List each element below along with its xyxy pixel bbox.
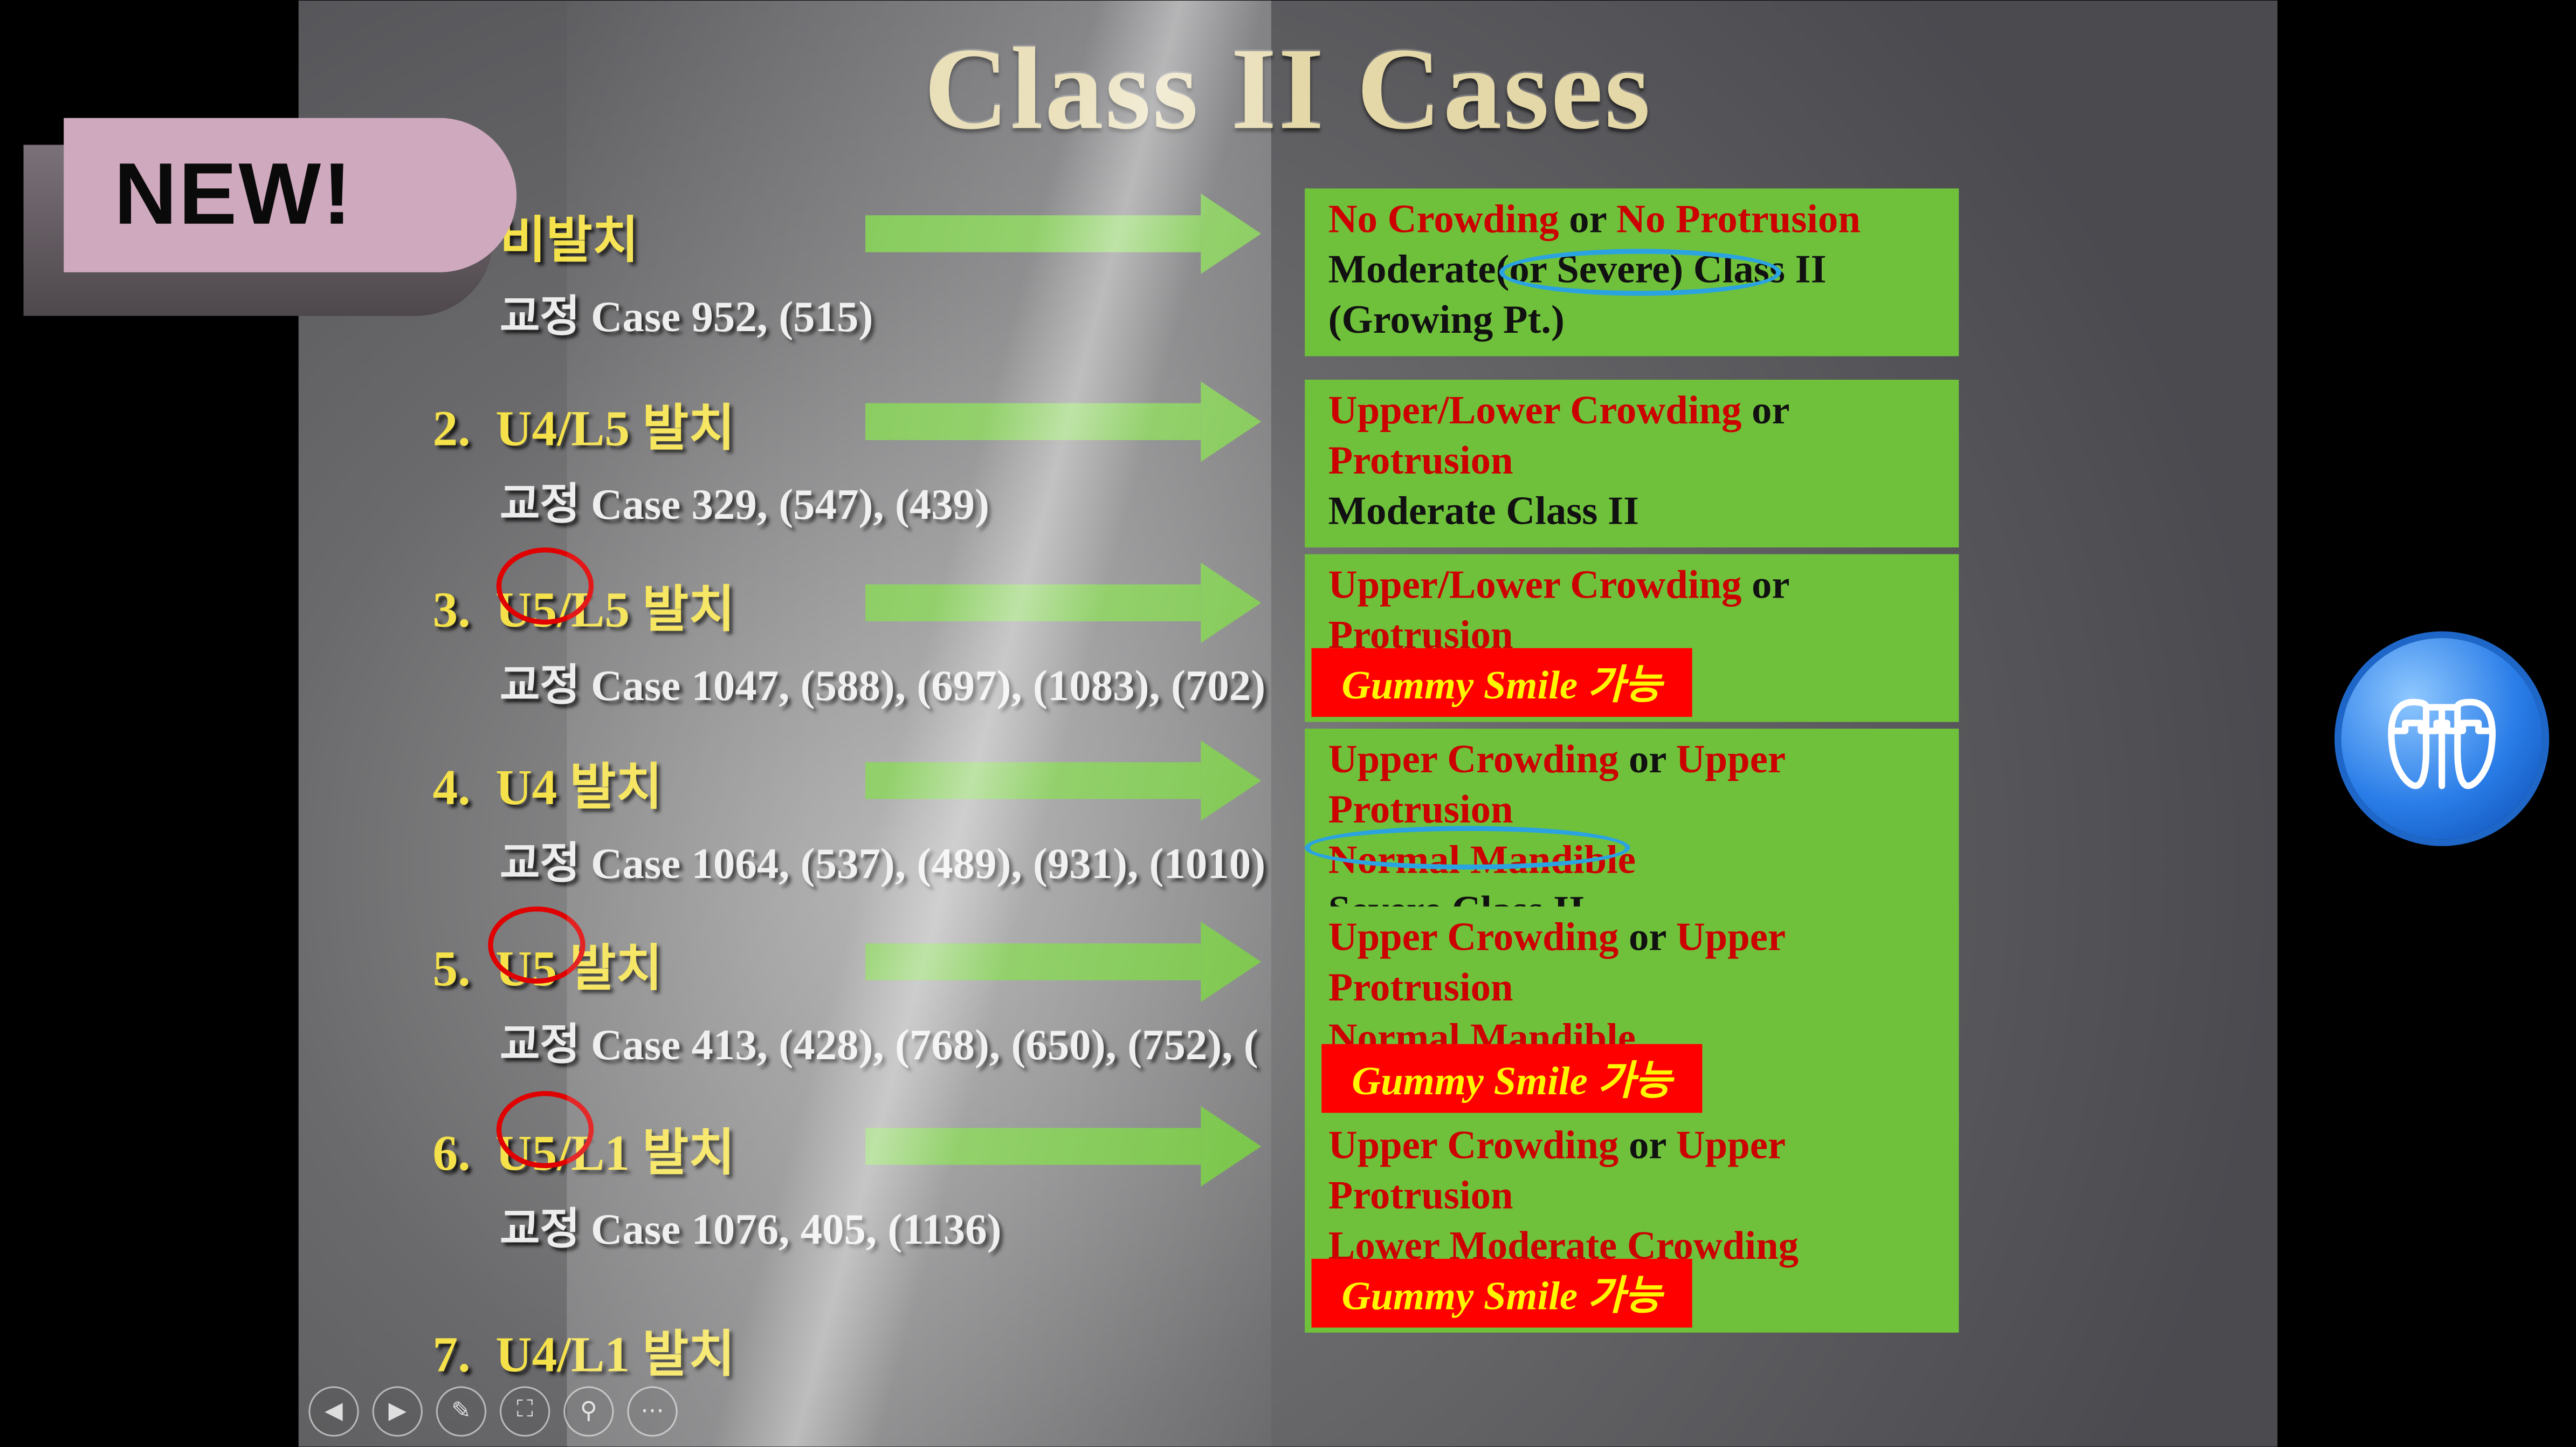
info-text: or bbox=[1559, 198, 1616, 242]
arrow-icon bbox=[865, 574, 1261, 632]
info-line: Upper/Lower Crowding or Protrusion bbox=[1328, 386, 1943, 487]
prev-button[interactable]: ◀ bbox=[308, 1386, 359, 1436]
info-line: (Growing Pt.) bbox=[1328, 296, 1943, 346]
arrow-icon bbox=[865, 1118, 1261, 1175]
info-line: Moderate Class II bbox=[1328, 487, 1943, 537]
info-text: Upper Crowding bbox=[1328, 916, 1619, 960]
arrow-icon bbox=[865, 393, 1261, 450]
info-text: Moderate Class II bbox=[1328, 490, 1639, 534]
info-box: Upper/Lower Crowding or ProtrusionModera… bbox=[1305, 380, 1959, 547]
gummy-label: Gummy Smile 가능 bbox=[1312, 1259, 1692, 1328]
info-line: Normal Mandible bbox=[1328, 836, 1943, 886]
info-line: Moderate(or Severe) Class II bbox=[1328, 245, 1943, 296]
info-line: No Crowding or No Protrusion bbox=[1328, 195, 1943, 245]
info-text: or bbox=[1741, 564, 1789, 608]
arrow-icon bbox=[865, 752, 1261, 809]
info-box: No Crowding or No ProtrusionModerate(or … bbox=[1305, 188, 1959, 356]
info-text: Upper Crowding bbox=[1328, 738, 1619, 782]
info-text: Upper/Lower Crowding bbox=[1328, 389, 1742, 433]
more-button[interactable]: ⋯ bbox=[627, 1386, 677, 1436]
info-text: or bbox=[1741, 389, 1789, 433]
info-text: or bbox=[1618, 738, 1676, 782]
new-badge: NEW! bbox=[10, 118, 513, 299]
info-text: Upper/Lower Crowding bbox=[1328, 564, 1742, 608]
slide-title: Class II Cases bbox=[299, 24, 2278, 158]
info-text: Upper Crowding bbox=[1328, 1124, 1619, 1168]
view-button[interactable]: ⛶ bbox=[500, 1386, 550, 1436]
info-line: Upper Crowding or Upper Protrusion bbox=[1328, 1121, 1943, 1222]
slide: Class II Cases 비발치교정 Case 952, (515)2. U… bbox=[299, 1, 2278, 1446]
info-text: or bbox=[1618, 916, 1676, 960]
info-text: Normal Mandible bbox=[1328, 839, 1636, 883]
info-text: Protrusion bbox=[1328, 440, 1513, 484]
slideshow-controls: ◀ ▶ ✎ ⛶ ⚲ ⋯ bbox=[308, 1386, 677, 1436]
pen-button[interactable]: ✎ bbox=[436, 1386, 486, 1436]
arrow-icon bbox=[865, 933, 1261, 990]
zoom-button[interactable]: ⚲ bbox=[563, 1386, 614, 1436]
teeth-icon bbox=[2377, 673, 2508, 804]
info-text: No Protrusion bbox=[1616, 198, 1861, 242]
badge-plate: NEW! bbox=[64, 118, 516, 272]
info-text: or bbox=[1618, 1124, 1676, 1168]
info-line: Upper Crowding or Upper Protrusion bbox=[1328, 735, 1943, 836]
gummy-label: Gummy Smile 가능 bbox=[1321, 1044, 1702, 1113]
info-line: Upper/Lower Crowding or Protrusion bbox=[1328, 561, 1943, 662]
info-text: No Crowding bbox=[1328, 198, 1559, 242]
arrow-icon bbox=[865, 205, 1261, 262]
info-text: (Growing Pt.) bbox=[1328, 299, 1565, 342]
next-button[interactable]: ▶ bbox=[373, 1386, 423, 1436]
teeth-icon-button[interactable] bbox=[2341, 638, 2543, 839]
info-line: Upper Crowding or Upper Protrusion bbox=[1328, 913, 1943, 1014]
gummy-label: Gummy Smile 가능 bbox=[1312, 648, 1692, 717]
info-text: Moderate(or Severe) Class II bbox=[1328, 249, 1827, 292]
